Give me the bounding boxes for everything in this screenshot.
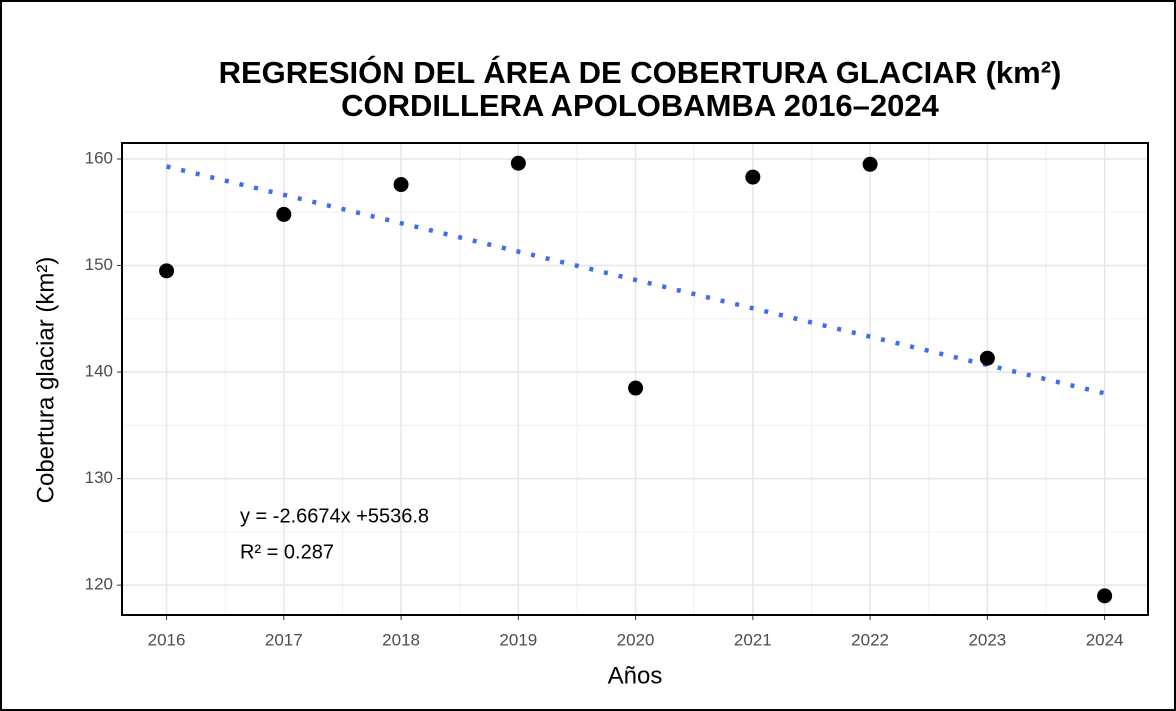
y-tick-label: 140	[85, 362, 113, 381]
x-tick-label: 2019	[499, 630, 537, 649]
y-tick-label: 160	[85, 148, 113, 167]
annotation: y = -2.6674x +5536.8	[240, 505, 429, 527]
chart-title: REGRESIÓN DEL ÁREA DE COBERTURA GLACIAR …	[219, 54, 1062, 90]
data-point	[862, 156, 878, 172]
trend-line	[166, 164, 1106, 396]
data-point	[159, 263, 175, 279]
data-point	[393, 177, 409, 193]
data-point	[745, 169, 761, 185]
y-tick-label: 120	[85, 575, 113, 594]
plot-area: 120 130 140 150 160 2016 2017 2018 2019 2020 2021 2…	[85, 142, 1149, 649]
x-tick-label: 2016	[148, 630, 186, 649]
x-tick-label: 2017	[265, 630, 303, 649]
annotation: R² = 0.287	[240, 541, 334, 563]
x-tick-label: 2022	[851, 630, 889, 649]
y-axis-label: Cobertura glaciar (km²)	[32, 257, 59, 504]
plot-border	[121, 142, 1149, 616]
chart-subtitle: CORDILLERA APOLOBAMBA 2016–2024	[341, 88, 940, 123]
y-tick-label: 130	[85, 468, 113, 487]
x-tick-label: 2021	[734, 630, 772, 649]
x-tick-label: 2023	[968, 630, 1006, 649]
x-tick-label: 2020	[617, 630, 655, 649]
data-point	[510, 155, 526, 171]
data-point	[1097, 588, 1113, 604]
x-tick-label: 2018	[382, 630, 420, 649]
data-point	[276, 206, 292, 222]
y-tick-label: 150	[85, 255, 113, 274]
x-axis-label: Años	[608, 662, 663, 689]
data-point	[628, 380, 644, 396]
x-tick-label: 2024	[1086, 630, 1124, 649]
data-point	[979, 350, 995, 366]
